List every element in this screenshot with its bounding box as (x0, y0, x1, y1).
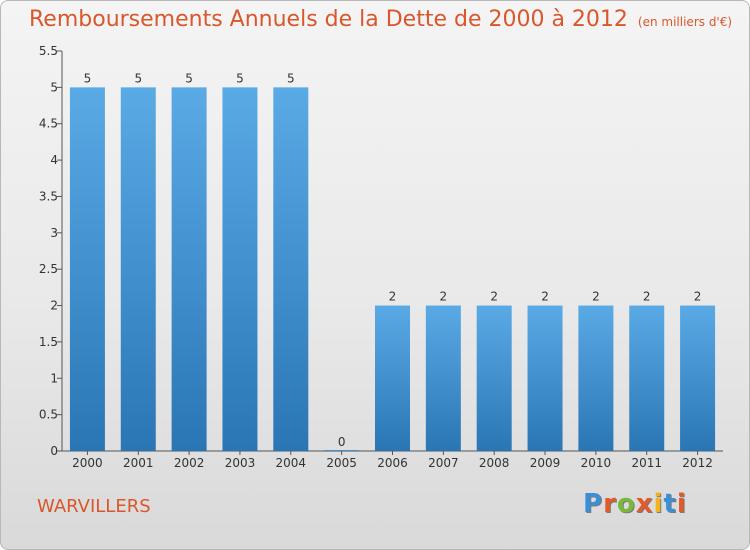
bar (476, 305, 512, 451)
y-tick-label: 4.5 (39, 117, 58, 131)
chart-unit: (en milliers d'€) (637, 15, 733, 29)
bar (69, 87, 105, 451)
bar (680, 305, 716, 451)
x-tick-label: 2009 (530, 456, 561, 470)
logo-letter: x (635, 489, 654, 519)
bar (171, 87, 207, 451)
bar (425, 305, 461, 451)
y-tick-label: 0 (50, 444, 58, 458)
logo-letter: r (603, 489, 617, 519)
y-tick-label: 3.5 (39, 189, 58, 203)
x-tick-label: 2005 (326, 456, 357, 470)
data-label: 5 (287, 71, 295, 85)
x-tick-label: 2007 (428, 456, 459, 470)
location-name: WARVILLERS (37, 496, 151, 517)
data-label: 2 (490, 290, 498, 304)
proxiti-logo: Proxiti (583, 489, 687, 519)
chart-title: Remboursements Annuels de la Dette de 20… (29, 7, 732, 32)
data-label: 2 (541, 290, 549, 304)
logo-letter: o (616, 489, 636, 519)
bar (375, 305, 410, 451)
data-label: 5 (84, 71, 92, 85)
y-tick-label: 3 (50, 226, 58, 240)
x-tick-label: 2000 (72, 456, 103, 470)
y-tick-label: 1.5 (39, 335, 58, 349)
data-label: 5 (134, 71, 142, 85)
x-tick-label: 2006 (377, 456, 408, 470)
bar (273, 87, 309, 451)
data-label: 2 (440, 290, 448, 304)
bar (120, 87, 156, 451)
x-tick-label: 2010 (581, 456, 612, 470)
bar (324, 450, 360, 451)
x-tick-label: 2002 (174, 456, 205, 470)
data-label: 5 (185, 71, 193, 85)
y-tick-label: 2.5 (39, 262, 58, 276)
x-tick-label: 2012 (682, 456, 713, 470)
x-tick-label: 2001 (123, 456, 154, 470)
bar (578, 305, 614, 451)
data-label: 2 (389, 290, 397, 304)
bar (222, 87, 258, 451)
x-tick-label: 2008 (479, 456, 510, 470)
y-tick-label: 0.5 (39, 408, 58, 422)
y-tick-label: 2 (50, 299, 58, 313)
x-tick-label: 2011 (631, 456, 662, 470)
y-tick-label: 5 (50, 80, 58, 94)
bar (629, 305, 665, 451)
chart-title-text: Remboursements Annuels de la Dette de 20… (29, 7, 628, 32)
x-tick-label: 2004 (276, 456, 307, 470)
logo-letter: P (583, 489, 604, 519)
data-label: 0 (338, 435, 346, 449)
bar (527, 305, 563, 451)
logo-letter: i (653, 489, 664, 519)
logo-letter: i (676, 489, 687, 519)
x-tick-label: 2003 (225, 456, 256, 470)
data-label: 2 (643, 290, 651, 304)
logo-letter: t (663, 489, 677, 519)
data-label: 5 (236, 71, 244, 85)
data-label: 2 (592, 290, 600, 304)
y-tick-label: 1 (50, 371, 58, 385)
y-tick-label: 4 (50, 153, 58, 167)
y-tick-label: 5.5 (39, 44, 58, 58)
data-label: 2 (694, 290, 702, 304)
